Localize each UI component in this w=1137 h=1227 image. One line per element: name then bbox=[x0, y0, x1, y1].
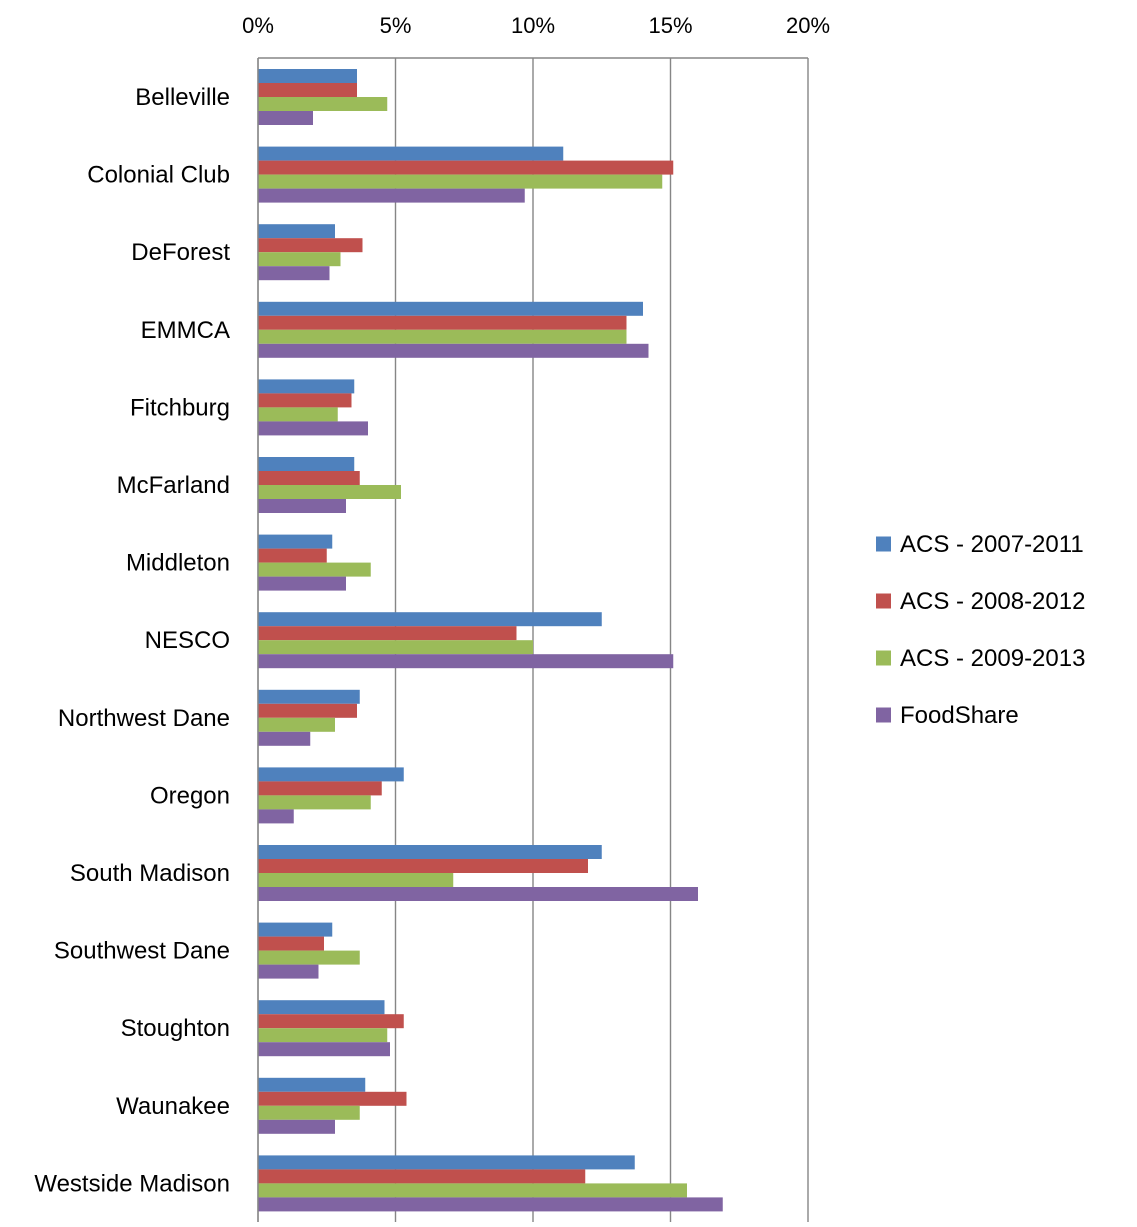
legend-swatch bbox=[876, 650, 891, 666]
bars bbox=[258, 69, 723, 1212]
bar bbox=[258, 859, 588, 873]
category-label: Stoughton bbox=[121, 1015, 230, 1042]
bar bbox=[258, 626, 517, 641]
bar bbox=[258, 174, 663, 189]
category-label: South Madison bbox=[70, 860, 230, 887]
legend: ACS - 2007-2011 ACS - 2008-2012 ACS - 2009… bbox=[876, 531, 1085, 729]
bar bbox=[258, 393, 352, 408]
bar bbox=[258, 160, 674, 175]
category-label: EMMCA bbox=[141, 317, 230, 344]
x-tick-label: 20% bbox=[786, 13, 830, 38]
bar bbox=[258, 767, 404, 782]
bar bbox=[258, 562, 371, 577]
bar bbox=[258, 534, 333, 549]
category-label: Oregon bbox=[150, 782, 230, 809]
category-label: Fitchburg bbox=[130, 394, 230, 421]
bar bbox=[258, 238, 363, 253]
axes bbox=[257, 57, 808, 1222]
bar bbox=[258, 1183, 687, 1198]
bar bbox=[258, 922, 333, 937]
bar bbox=[258, 731, 311, 746]
bar bbox=[258, 69, 357, 83]
bar bbox=[258, 499, 346, 513]
bar bbox=[258, 640, 533, 655]
bar bbox=[258, 1119, 335, 1134]
bar bbox=[258, 188, 525, 203]
bar bbox=[258, 612, 602, 627]
legend-swatch bbox=[876, 707, 891, 723]
bar bbox=[258, 111, 313, 125]
bar bbox=[258, 1028, 388, 1043]
bar bbox=[258, 224, 335, 239]
category-label: Belleville bbox=[135, 84, 230, 111]
bar bbox=[258, 252, 341, 267]
bar bbox=[258, 576, 346, 591]
category-label: McFarland bbox=[117, 472, 230, 499]
x-tick-label: 10% bbox=[511, 13, 555, 38]
legend-swatch bbox=[876, 593, 891, 609]
x-tick-label: 5% bbox=[380, 13, 412, 38]
category-label: Westside Madison bbox=[34, 1170, 230, 1197]
bar bbox=[258, 845, 602, 859]
bar bbox=[258, 146, 564, 161]
bar bbox=[258, 717, 335, 732]
bar bbox=[258, 1105, 360, 1120]
category-label: Middleton bbox=[126, 550, 230, 577]
bar bbox=[258, 1091, 407, 1106]
legend-swatch bbox=[876, 536, 891, 552]
bar bbox=[258, 97, 388, 111]
bar bbox=[258, 964, 319, 979]
legend-label: ACS - 2008-2012 bbox=[900, 588, 1085, 615]
bar bbox=[258, 1000, 385, 1015]
x-tick-label: 0% bbox=[242, 13, 274, 38]
bar bbox=[258, 266, 330, 281]
bar bbox=[258, 329, 627, 344]
bar bbox=[258, 703, 357, 718]
bar bbox=[258, 301, 643, 316]
bar bbox=[258, 950, 360, 965]
legend-label: FoodShare bbox=[900, 702, 1019, 729]
bar bbox=[258, 315, 627, 330]
y-axis-category-labels: Belleville Colonial Club DeForest EMMCA Fitc… bbox=[34, 84, 230, 1197]
legend-label: ACS - 2007-2011 bbox=[900, 531, 1084, 558]
category-label: NESCO bbox=[145, 627, 230, 654]
bar bbox=[258, 1169, 586, 1184]
bar bbox=[258, 654, 674, 669]
bar bbox=[258, 1014, 404, 1029]
bar bbox=[258, 873, 454, 887]
bar bbox=[258, 689, 360, 704]
bar bbox=[258, 887, 698, 901]
bar bbox=[258, 1042, 390, 1057]
bar bbox=[258, 343, 649, 358]
category-label: Southwest Dane bbox=[54, 938, 230, 965]
x-tick-label: 15% bbox=[648, 13, 692, 38]
bar bbox=[258, 407, 338, 422]
bar bbox=[258, 421, 368, 436]
bar bbox=[258, 1197, 723, 1212]
bar bbox=[258, 795, 371, 810]
bar bbox=[258, 936, 324, 951]
bar bbox=[258, 457, 355, 471]
bar bbox=[258, 485, 401, 499]
bar bbox=[258, 548, 327, 563]
category-label: DeForest bbox=[131, 239, 230, 266]
x-axis-tick-labels: 0% 5% 10% 15% 20% bbox=[242, 13, 830, 38]
bar bbox=[258, 379, 355, 394]
bar bbox=[258, 83, 357, 97]
category-label: Colonial Club bbox=[87, 162, 230, 189]
bar bbox=[258, 809, 294, 824]
bar bbox=[258, 1077, 366, 1092]
category-label: Northwest Dane bbox=[58, 705, 230, 732]
bar bbox=[258, 781, 382, 796]
bar bbox=[258, 471, 360, 485]
bar bbox=[258, 1155, 635, 1170]
legend-label: ACS - 2009-2013 bbox=[900, 645, 1085, 672]
category-label: Waunakee bbox=[116, 1093, 230, 1120]
